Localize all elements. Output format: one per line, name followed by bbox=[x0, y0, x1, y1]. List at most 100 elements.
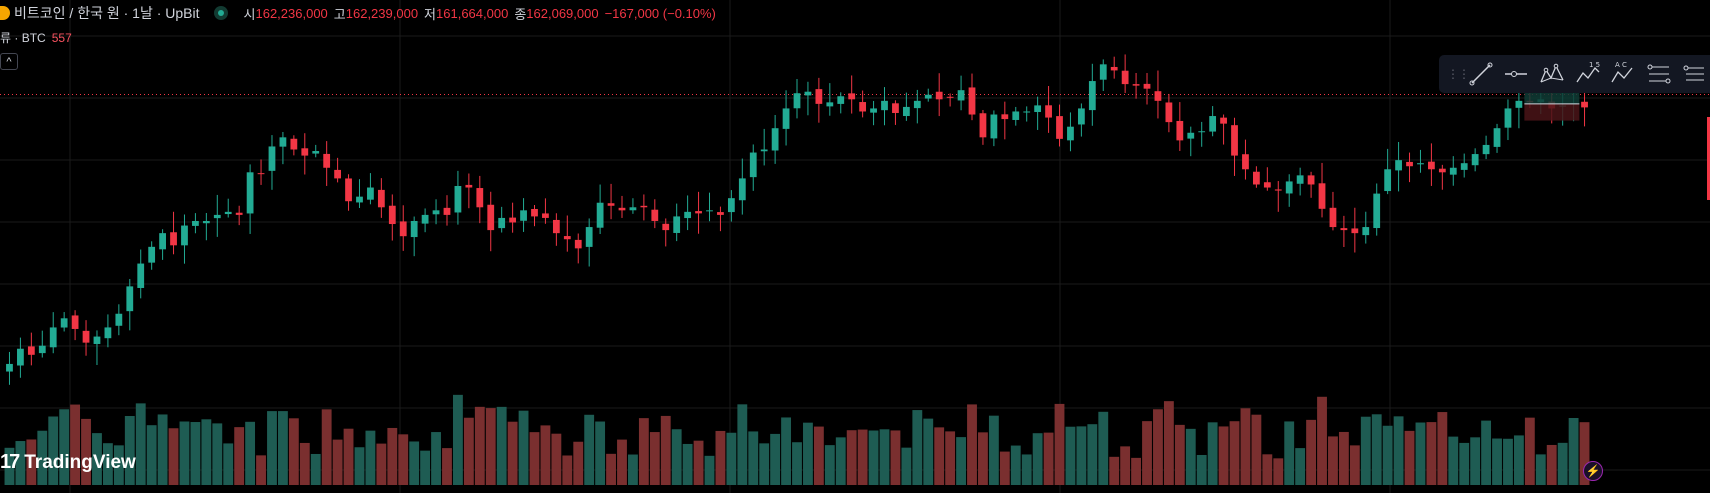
close-value: 162,069,000 bbox=[526, 5, 599, 21]
volume-bar bbox=[967, 404, 977, 485]
market-status-icon[interactable] bbox=[213, 6, 228, 20]
candle-body bbox=[1318, 183, 1326, 209]
candle-body bbox=[979, 113, 987, 138]
volume-value: 557 bbox=[51, 31, 72, 45]
volume-bar bbox=[398, 434, 409, 485]
candle-body bbox=[1417, 163, 1424, 165]
candle-body bbox=[848, 93, 856, 100]
tradingview-logo-icon: 17 bbox=[0, 451, 20, 473]
candle-body bbox=[268, 146, 276, 171]
candle-body bbox=[607, 203, 615, 206]
volume-bar bbox=[1426, 422, 1437, 485]
candle-body bbox=[1132, 84, 1140, 86]
volume-bar bbox=[124, 416, 135, 485]
candle-body bbox=[684, 211, 692, 219]
candle-body bbox=[881, 100, 888, 111]
volume-bar bbox=[1032, 433, 1043, 485]
volume-bar bbox=[442, 448, 452, 485]
volume-bar bbox=[890, 430, 901, 485]
volume-bar bbox=[726, 432, 737, 485]
volume-bar bbox=[26, 439, 37, 485]
volume-bar bbox=[1513, 435, 1524, 485]
volume-bar bbox=[1557, 442, 1568, 485]
candle-body bbox=[1362, 227, 1370, 236]
volume-bar bbox=[978, 432, 988, 485]
candle-body bbox=[1296, 175, 1304, 184]
volume-bar bbox=[267, 411, 277, 485]
trend-line-icon[interactable] bbox=[1465, 57, 1497, 91]
volume-bar bbox=[201, 419, 212, 485]
abcd-pattern-icon[interactable]: A C bbox=[1607, 57, 1639, 91]
volume-bar bbox=[453, 394, 463, 485]
candle-body bbox=[563, 236, 571, 240]
candle-body bbox=[837, 96, 845, 104]
volume-bar bbox=[135, 403, 146, 485]
volume-bar bbox=[485, 408, 496, 485]
candle-body bbox=[1307, 175, 1315, 185]
candle-body bbox=[202, 220, 210, 224]
volume-bar bbox=[234, 427, 245, 485]
volume-bar bbox=[540, 425, 551, 485]
candle-body bbox=[717, 212, 724, 215]
candle-body bbox=[279, 137, 287, 147]
volume-bar bbox=[81, 418, 91, 485]
horizontal-ray-icon[interactable] bbox=[1501, 57, 1533, 91]
volume-bar bbox=[682, 443, 693, 485]
candle-body bbox=[1438, 168, 1446, 173]
candle-body bbox=[312, 151, 320, 154]
candle-body bbox=[301, 148, 309, 156]
volume-bar bbox=[1338, 431, 1349, 485]
pattern-icon[interactable] bbox=[1536, 57, 1568, 91]
volume-legend[interactable]: 류 · BTC 557 bbox=[0, 29, 72, 46]
symbol-title[interactable]: 비트코인 / 한국 원 · 1날 · UpBit bbox=[14, 5, 200, 21]
candle-body bbox=[487, 204, 495, 231]
volume-bar bbox=[1371, 414, 1382, 485]
volume-bar bbox=[1448, 436, 1459, 485]
volume-bar bbox=[759, 443, 770, 485]
volume-bar bbox=[299, 442, 310, 485]
volume-bar bbox=[1284, 421, 1295, 485]
candle-body bbox=[1373, 193, 1381, 229]
volume-bar bbox=[1021, 454, 1032, 485]
volume-bar bbox=[332, 439, 343, 485]
candle-body bbox=[1110, 66, 1118, 71]
candle-body bbox=[1023, 111, 1031, 113]
drawing-toolbar: ⋮⋮ 1 5 A C bbox=[1439, 55, 1710, 93]
volume-bar bbox=[277, 411, 288, 485]
volume-bar bbox=[1360, 416, 1371, 485]
open-label: 시 bbox=[243, 6, 256, 22]
candle-body bbox=[290, 138, 298, 150]
elliott-wave-icon[interactable]: 1 5 bbox=[1572, 57, 1604, 91]
candle-body bbox=[257, 173, 265, 175]
candle-body bbox=[476, 188, 484, 208]
fib-retracement-icon[interactable] bbox=[1643, 57, 1675, 91]
volume-bar bbox=[846, 430, 857, 485]
volume-bar bbox=[1295, 448, 1306, 485]
volume-bar bbox=[770, 433, 781, 485]
volume-bar bbox=[474, 406, 485, 485]
candle-body bbox=[1034, 105, 1042, 113]
drag-handle-icon[interactable]: ⋮⋮ bbox=[1447, 67, 1470, 81]
volume-bar bbox=[803, 422, 813, 485]
candle-body bbox=[1012, 111, 1020, 120]
candle-body bbox=[410, 220, 418, 238]
candle-body bbox=[1471, 154, 1479, 166]
volume-bar bbox=[1415, 422, 1426, 485]
volume-bar bbox=[1218, 426, 1229, 485]
lightning-icon[interactable]: ⚡ bbox=[1583, 461, 1603, 481]
volume-bar bbox=[999, 451, 1010, 485]
volume-bar bbox=[1437, 412, 1448, 485]
candlestick-series bbox=[6, 54, 1588, 385]
collapse-legend-button[interactable]: ^ bbox=[0, 53, 18, 70]
more-icon[interactable] bbox=[1678, 57, 1710, 91]
volume-bar bbox=[37, 430, 48, 485]
candle-body bbox=[213, 214, 221, 219]
volume-bar bbox=[1010, 445, 1021, 485]
tradingview-logo[interactable]: 17 TradingView bbox=[0, 451, 136, 474]
volume-bar bbox=[1568, 418, 1579, 485]
volume-bar bbox=[1054, 403, 1065, 485]
bitcoin-icon bbox=[0, 6, 10, 20]
candle-body bbox=[902, 106, 910, 117]
